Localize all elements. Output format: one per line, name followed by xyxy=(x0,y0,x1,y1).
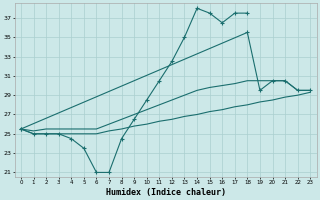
X-axis label: Humidex (Indice chaleur): Humidex (Indice chaleur) xyxy=(106,188,226,197)
